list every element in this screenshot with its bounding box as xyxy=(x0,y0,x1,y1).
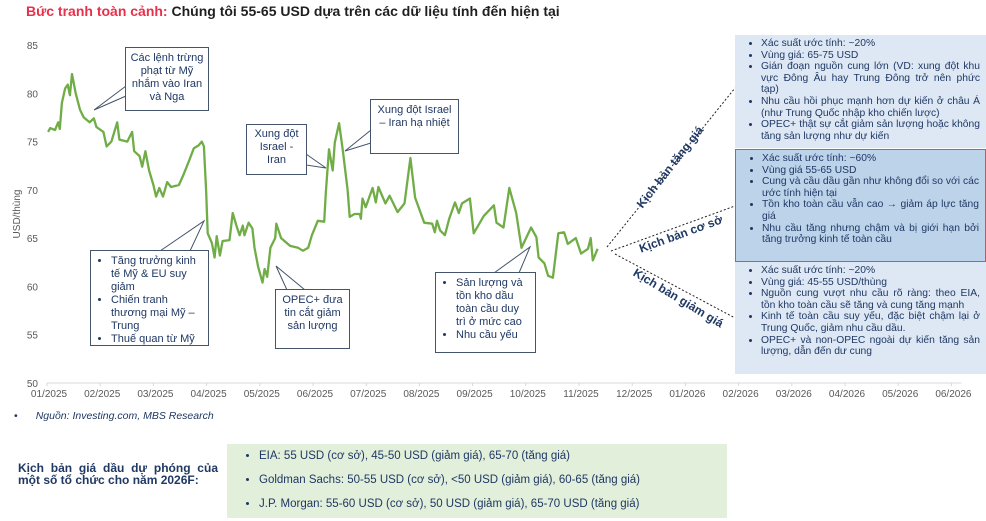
annotation-text: Xung đột Israel - Iran xyxy=(254,128,299,166)
scenario-item: Nhu cầu tăng nhưng chậm và bị giới hạn b… xyxy=(762,223,979,246)
annotation-macro: Tăng trưởng kinh tế Mỹ & EU suy giảm Chi… xyxy=(90,250,209,346)
scenario-item: Vùng giá: 65-75 USD xyxy=(761,50,980,62)
scenario-item: Nhu cầu hồi phục mạnh hơn dự kiến ở châu… xyxy=(761,96,980,119)
y-tick-label: 85 xyxy=(27,41,39,52)
callout-pointer xyxy=(344,128,372,152)
y-tick-label: 65 xyxy=(27,234,39,245)
annotation-text: Các lệnh trừng phạt từ Mỹ nhắm vào Iran … xyxy=(130,52,204,103)
y-tick-label: 75 xyxy=(27,138,39,149)
x-axis: 01/2025 02/2025 03/2025 04/2025 05/2025 06/20… xyxy=(31,382,972,400)
scenario-item: Gián đoạn nguồn cung lớn (VD: xung đột k… xyxy=(761,61,980,96)
price-line xyxy=(47,72,599,284)
scenario-item: Vùng giá 55-65 USD xyxy=(762,165,979,177)
forecast-label: Kịch bản giá dầu dự phóng của một số tổ … xyxy=(18,461,218,487)
bull-scenario-box: Xác suất ước tính: ~20% Vùng giá: 65-75 … xyxy=(735,35,986,148)
scenario-item: Vùng giá: 45-55 USD/thùng xyxy=(761,277,980,289)
scenario-item: OPEC+ và non-OPEC ngoài dự kiến tăng sản… xyxy=(761,335,980,358)
callout-pointer xyxy=(305,153,327,169)
x-tick-label: 03/2026 xyxy=(776,389,813,400)
x-tick-label: 03/2025 xyxy=(137,389,174,400)
annotation-deescalation: Xung đột Israel – Iran hạ nhiệt xyxy=(370,99,459,154)
y-tick-label: 60 xyxy=(27,282,39,293)
scenario-item: Xác suất ước tính: ~20% xyxy=(761,38,980,50)
y-axis: 50 55 60 65 70 75 80 85 xyxy=(27,41,39,390)
x-tick-label: 01/2025 xyxy=(31,389,68,400)
x-tick-label: 06/2026 xyxy=(935,389,972,400)
y-tick-label: 55 xyxy=(27,331,39,342)
x-tick-label: 12/2025 xyxy=(616,389,653,400)
annotation-item: Nhu cầu yếu xyxy=(456,329,531,342)
scenario-item: Nguồn cung vượt nhu cầu rõ ràng: theo EI… xyxy=(761,288,980,311)
x-tick-label: 06/2025 xyxy=(297,389,334,400)
annotation-item: Tăng trưởng kinh tế Mỹ & EU suy giảm xyxy=(111,255,204,294)
annotation-item: Thuế quan từ Mỹ xyxy=(111,333,204,345)
forecast-item: J.P. Morgan: 55-60 USD (cơ sở), 50 USD (… xyxy=(259,497,727,521)
x-tick-label: 08/2025 xyxy=(403,389,440,400)
forecast-item: Goldman Sachs: 50-55 USD (cơ sở), <50 US… xyxy=(259,473,727,497)
annotation-text: OPEC+ đưa tin cắt giảm sản lượng xyxy=(282,294,343,332)
base-scenario-line xyxy=(610,205,736,252)
callout-pointer xyxy=(93,85,127,111)
callout-pointer xyxy=(158,219,206,252)
annotation-item: Sản lượng và tồn kho dầu toàn cầu duy tr… xyxy=(456,277,531,329)
scenario-item: Kinh tế toàn cầu suy yếu, đặc biệt chậm … xyxy=(761,311,980,334)
title-highlight: Bức tranh toàn cảnh: xyxy=(26,3,168,19)
scenario-item: Cung và cầu dầu gần như không đổi so với… xyxy=(762,176,979,199)
annotation-text: Xung đột Israel – Iran hạ nhiệt xyxy=(377,104,452,129)
annotation-israel-iran: Xung đột Israel - Iran xyxy=(246,124,307,175)
x-tick-label: 02/2025 xyxy=(84,389,121,400)
x-tick-label: 04/2025 xyxy=(191,389,228,400)
callout-pointer xyxy=(275,265,307,291)
x-tick-label: 04/2026 xyxy=(829,389,866,400)
y-axis-label: USD/thùng xyxy=(12,190,23,239)
forecast-box: EIA: 55 USD (cơ sở), 45-50 USD (giảm giá… xyxy=(227,444,727,518)
scenario-item: Xác suất ước tính: ~60% xyxy=(762,153,979,165)
scenario-item: Tồn kho toàn cầu vẫn cao → giảm áp lực t… xyxy=(762,199,979,222)
annotation-opec-cut: OPEC+ đưa tin cắt giảm sản lượng xyxy=(275,289,350,349)
source-note: • Nguồn: Investing.com, MBS Research xyxy=(14,410,214,422)
source-text: Nguồn: Investing.com, MBS Research xyxy=(35,410,214,422)
page-title: Bức tranh toàn cảnh: Chúng tôi 55-65 USD… xyxy=(26,3,560,19)
x-tick-label: 07/2025 xyxy=(350,389,387,400)
callout-pointer xyxy=(492,245,532,274)
annotation-supply: Sản lượng và tồn kho dầu toàn cầu duy tr… xyxy=(435,272,536,353)
base-scenario-box: Xác suất ước tính: ~60% Vùng giá 55-65 U… xyxy=(735,149,986,262)
scenario-item: Xác suất ước tính: ~20% xyxy=(761,265,980,277)
bear-scenario-line xyxy=(614,253,736,319)
x-tick-label: 05/2025 xyxy=(244,389,281,400)
y-tick-label: 70 xyxy=(27,186,39,197)
x-tick-label: 02/2026 xyxy=(723,389,760,400)
y-tick-label: 50 xyxy=(27,379,39,390)
scenario-item: OPEC+ thật sự cắt giảm sản lượng hoặc kh… xyxy=(761,119,980,142)
x-tick-label: 09/2025 xyxy=(457,389,494,400)
forecast-item: EIA: 55 USD (cơ sở), 45-50 USD (giảm giá… xyxy=(259,449,727,473)
x-tick-label: 01/2026 xyxy=(669,389,706,400)
x-tick-label: 10/2025 xyxy=(510,389,547,400)
bear-scenario-box: Xác suất ước tính: ~20% Vùng giá: 45-55 … xyxy=(735,262,986,374)
annotation-item: Chiến tranh thương mại Mỹ – Trung xyxy=(111,294,204,333)
source-bullet: • xyxy=(14,410,18,422)
title-text: Chúng tôi 55-65 USD dựa trên các dữ liệu… xyxy=(171,3,560,19)
x-tick-label: 05/2026 xyxy=(882,389,919,400)
y-tick-label: 80 xyxy=(27,89,39,100)
x-tick-label: 11/2025 xyxy=(563,389,599,400)
annotation-sanctions: Các lệnh trừng phạt từ Mỹ nhắm vào Iran … xyxy=(125,47,209,111)
price-chart: 50 55 60 65 70 75 80 85 01/2025 02/2025 03/2025 04… xyxy=(12,41,972,400)
